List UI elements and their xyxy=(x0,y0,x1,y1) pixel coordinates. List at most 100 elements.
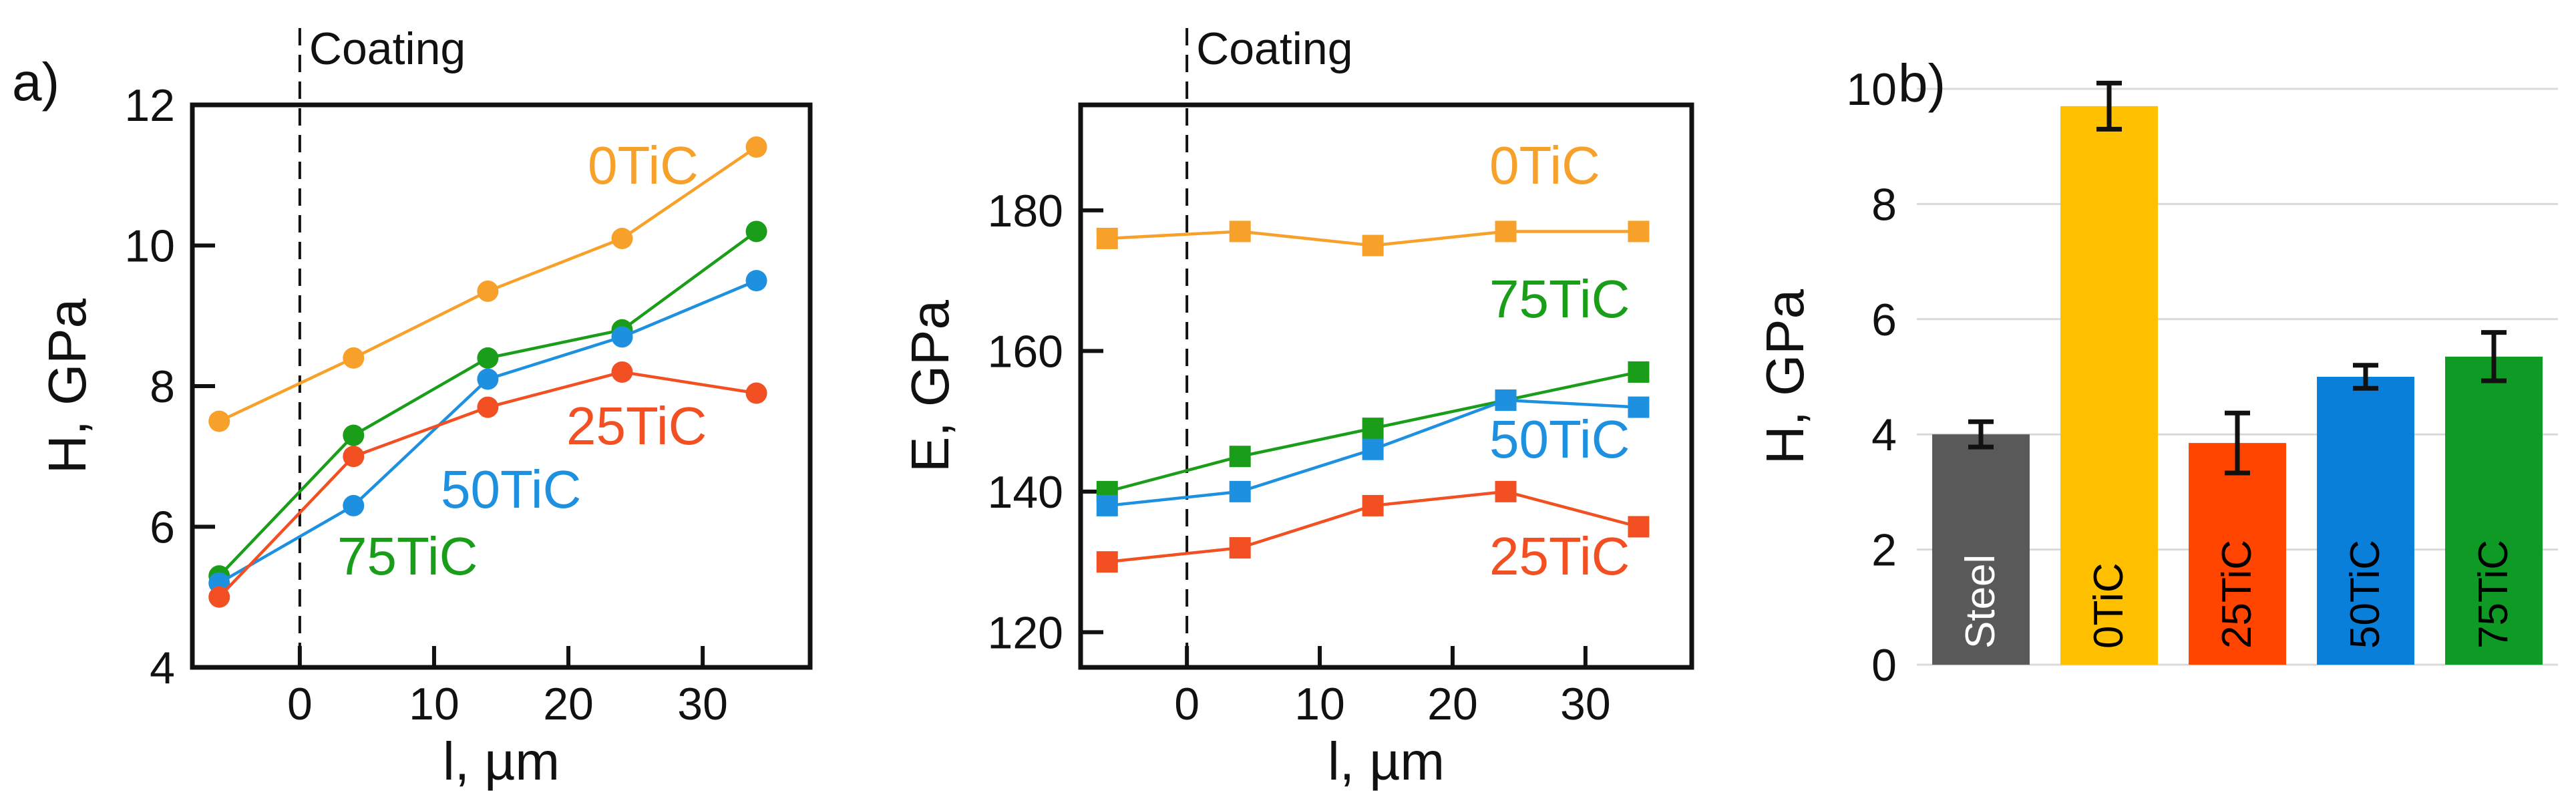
x-axis-title: l, µm xyxy=(1328,732,1445,791)
y-tick-label: 8 xyxy=(1871,179,1897,230)
bar-category-label: Steel xyxy=(1958,554,2004,649)
coating-label: Coating xyxy=(309,23,466,74)
data-point xyxy=(745,220,767,242)
y-tick-label: 120 xyxy=(988,607,1063,658)
panel-label: b) xyxy=(1898,53,1946,113)
y-tick-label: 12 xyxy=(124,80,175,131)
panel-b-bar-chart: 0 2 4 6 8 10 Steel 0TiC 25TiC 50TiC 75TiC b) H, GPa xyxy=(1755,53,2558,691)
y-tick-label: 140 xyxy=(988,467,1063,518)
x-tick-label: 0 xyxy=(1174,679,1200,729)
bar-category-label: 75TiC xyxy=(2470,540,2517,649)
series-25tic xyxy=(1096,480,1650,573)
x-tick-label: 20 xyxy=(1427,679,1478,729)
bar-category-label: 25TiC xyxy=(2214,540,2260,649)
y-axis-title: H, GPa xyxy=(37,298,97,474)
data-point xyxy=(611,326,633,348)
y-tick-label: 160 xyxy=(988,326,1063,377)
data-point xyxy=(745,270,767,292)
panel-label: a) xyxy=(12,52,59,112)
data-point xyxy=(1229,480,1251,502)
data-point xyxy=(1362,494,1384,516)
y-tick-label: 4 xyxy=(150,643,175,693)
data-point xyxy=(1628,396,1650,418)
x-tick-label: 10 xyxy=(409,679,459,729)
x-tick-label: 20 xyxy=(543,679,594,729)
data-point xyxy=(611,361,633,383)
data-point xyxy=(1096,227,1118,249)
series-label: 50TiC xyxy=(1489,410,1630,469)
series-label: 25TiC xyxy=(1489,526,1630,586)
y-tick-label: 4 xyxy=(1871,410,1897,460)
x-tick-label: 30 xyxy=(677,679,728,729)
data-point xyxy=(477,347,499,369)
series-label: 0TiC xyxy=(1489,136,1600,195)
y-axis-title: E, GPa xyxy=(900,300,960,472)
data-point xyxy=(1362,234,1384,257)
series-label: 0TiC xyxy=(588,136,699,195)
data-point xyxy=(208,586,230,608)
bar-category-label: 0TiC xyxy=(2086,562,2132,649)
bar-50tic: 50TiC xyxy=(2317,363,2414,665)
data-point xyxy=(1495,389,1517,412)
series-25tic xyxy=(208,361,767,608)
bar xyxy=(2445,356,2543,665)
x-axis-title: l, µm xyxy=(443,732,560,791)
data-point xyxy=(343,446,365,468)
bar xyxy=(2317,377,2414,665)
data-point xyxy=(1495,220,1517,242)
data-point xyxy=(1229,446,1251,468)
data-point xyxy=(1362,438,1384,460)
plot-frame xyxy=(190,102,813,670)
panel-a-hardness-chart: a) 4 6 8 10 12 0 10 20 30 Coating 0TiC 75TiC 50TiC25T… xyxy=(12,23,813,791)
data-point xyxy=(1628,220,1650,242)
y-tick-label: 8 xyxy=(150,361,175,412)
data-point xyxy=(745,136,767,158)
series-label: 75TiC xyxy=(337,526,478,586)
data-point xyxy=(477,368,499,390)
x-tick-label: 0 xyxy=(287,679,313,729)
panel-a-modulus-chart: 120 140 160 180 0 10 20 30 Coating 0TiC 75TiC 50TiC… xyxy=(900,23,1694,791)
bar-category-label: 50TiC xyxy=(2342,540,2388,649)
data-point xyxy=(1362,418,1384,440)
plot-frame xyxy=(1078,102,1694,670)
series-0tic xyxy=(208,136,767,432)
series-label: 75TiC xyxy=(1489,269,1630,329)
series-50tic xyxy=(1096,389,1650,516)
data-point xyxy=(745,382,767,404)
series-0tic xyxy=(1096,220,1650,257)
data-point xyxy=(208,410,230,432)
y-tick-label: 0 xyxy=(1871,640,1897,691)
coating-label: Coating xyxy=(1196,23,1352,74)
x-tick-label: 30 xyxy=(1560,679,1611,729)
bar xyxy=(2189,443,2286,665)
y-axis-title: H, GPa xyxy=(1755,289,1815,464)
bar-0tic: 0TiC xyxy=(2060,80,2158,665)
data-point xyxy=(343,347,365,369)
data-point xyxy=(1628,361,1650,383)
bar-25tic: 25TiC xyxy=(2189,410,2286,665)
data-point xyxy=(1229,537,1251,559)
bar xyxy=(1932,434,2030,665)
series-label: 50TiC xyxy=(441,460,581,519)
data-point xyxy=(1495,480,1517,502)
x-tick-label: 10 xyxy=(1294,679,1345,729)
series-label: 25TiC xyxy=(566,396,707,456)
data-point xyxy=(1628,516,1650,538)
data-point xyxy=(477,280,499,302)
data-point xyxy=(1096,551,1118,573)
data-point xyxy=(343,494,365,516)
y-tick-label: 6 xyxy=(1871,295,1897,345)
bar-steel: Steel xyxy=(1932,419,2030,665)
data-point xyxy=(611,227,633,249)
bar-75tic: 75TiC xyxy=(2445,330,2543,665)
data-point xyxy=(1096,494,1118,516)
data-point xyxy=(343,424,365,446)
data-point xyxy=(1229,220,1251,242)
bar xyxy=(2060,106,2158,665)
y-tick-label: 2 xyxy=(1871,525,1897,576)
y-tick-label: 180 xyxy=(988,186,1063,236)
y-tick-label: 10 xyxy=(1846,64,1897,115)
y-tick-label: 10 xyxy=(124,221,175,272)
y-tick-label: 6 xyxy=(150,502,175,553)
